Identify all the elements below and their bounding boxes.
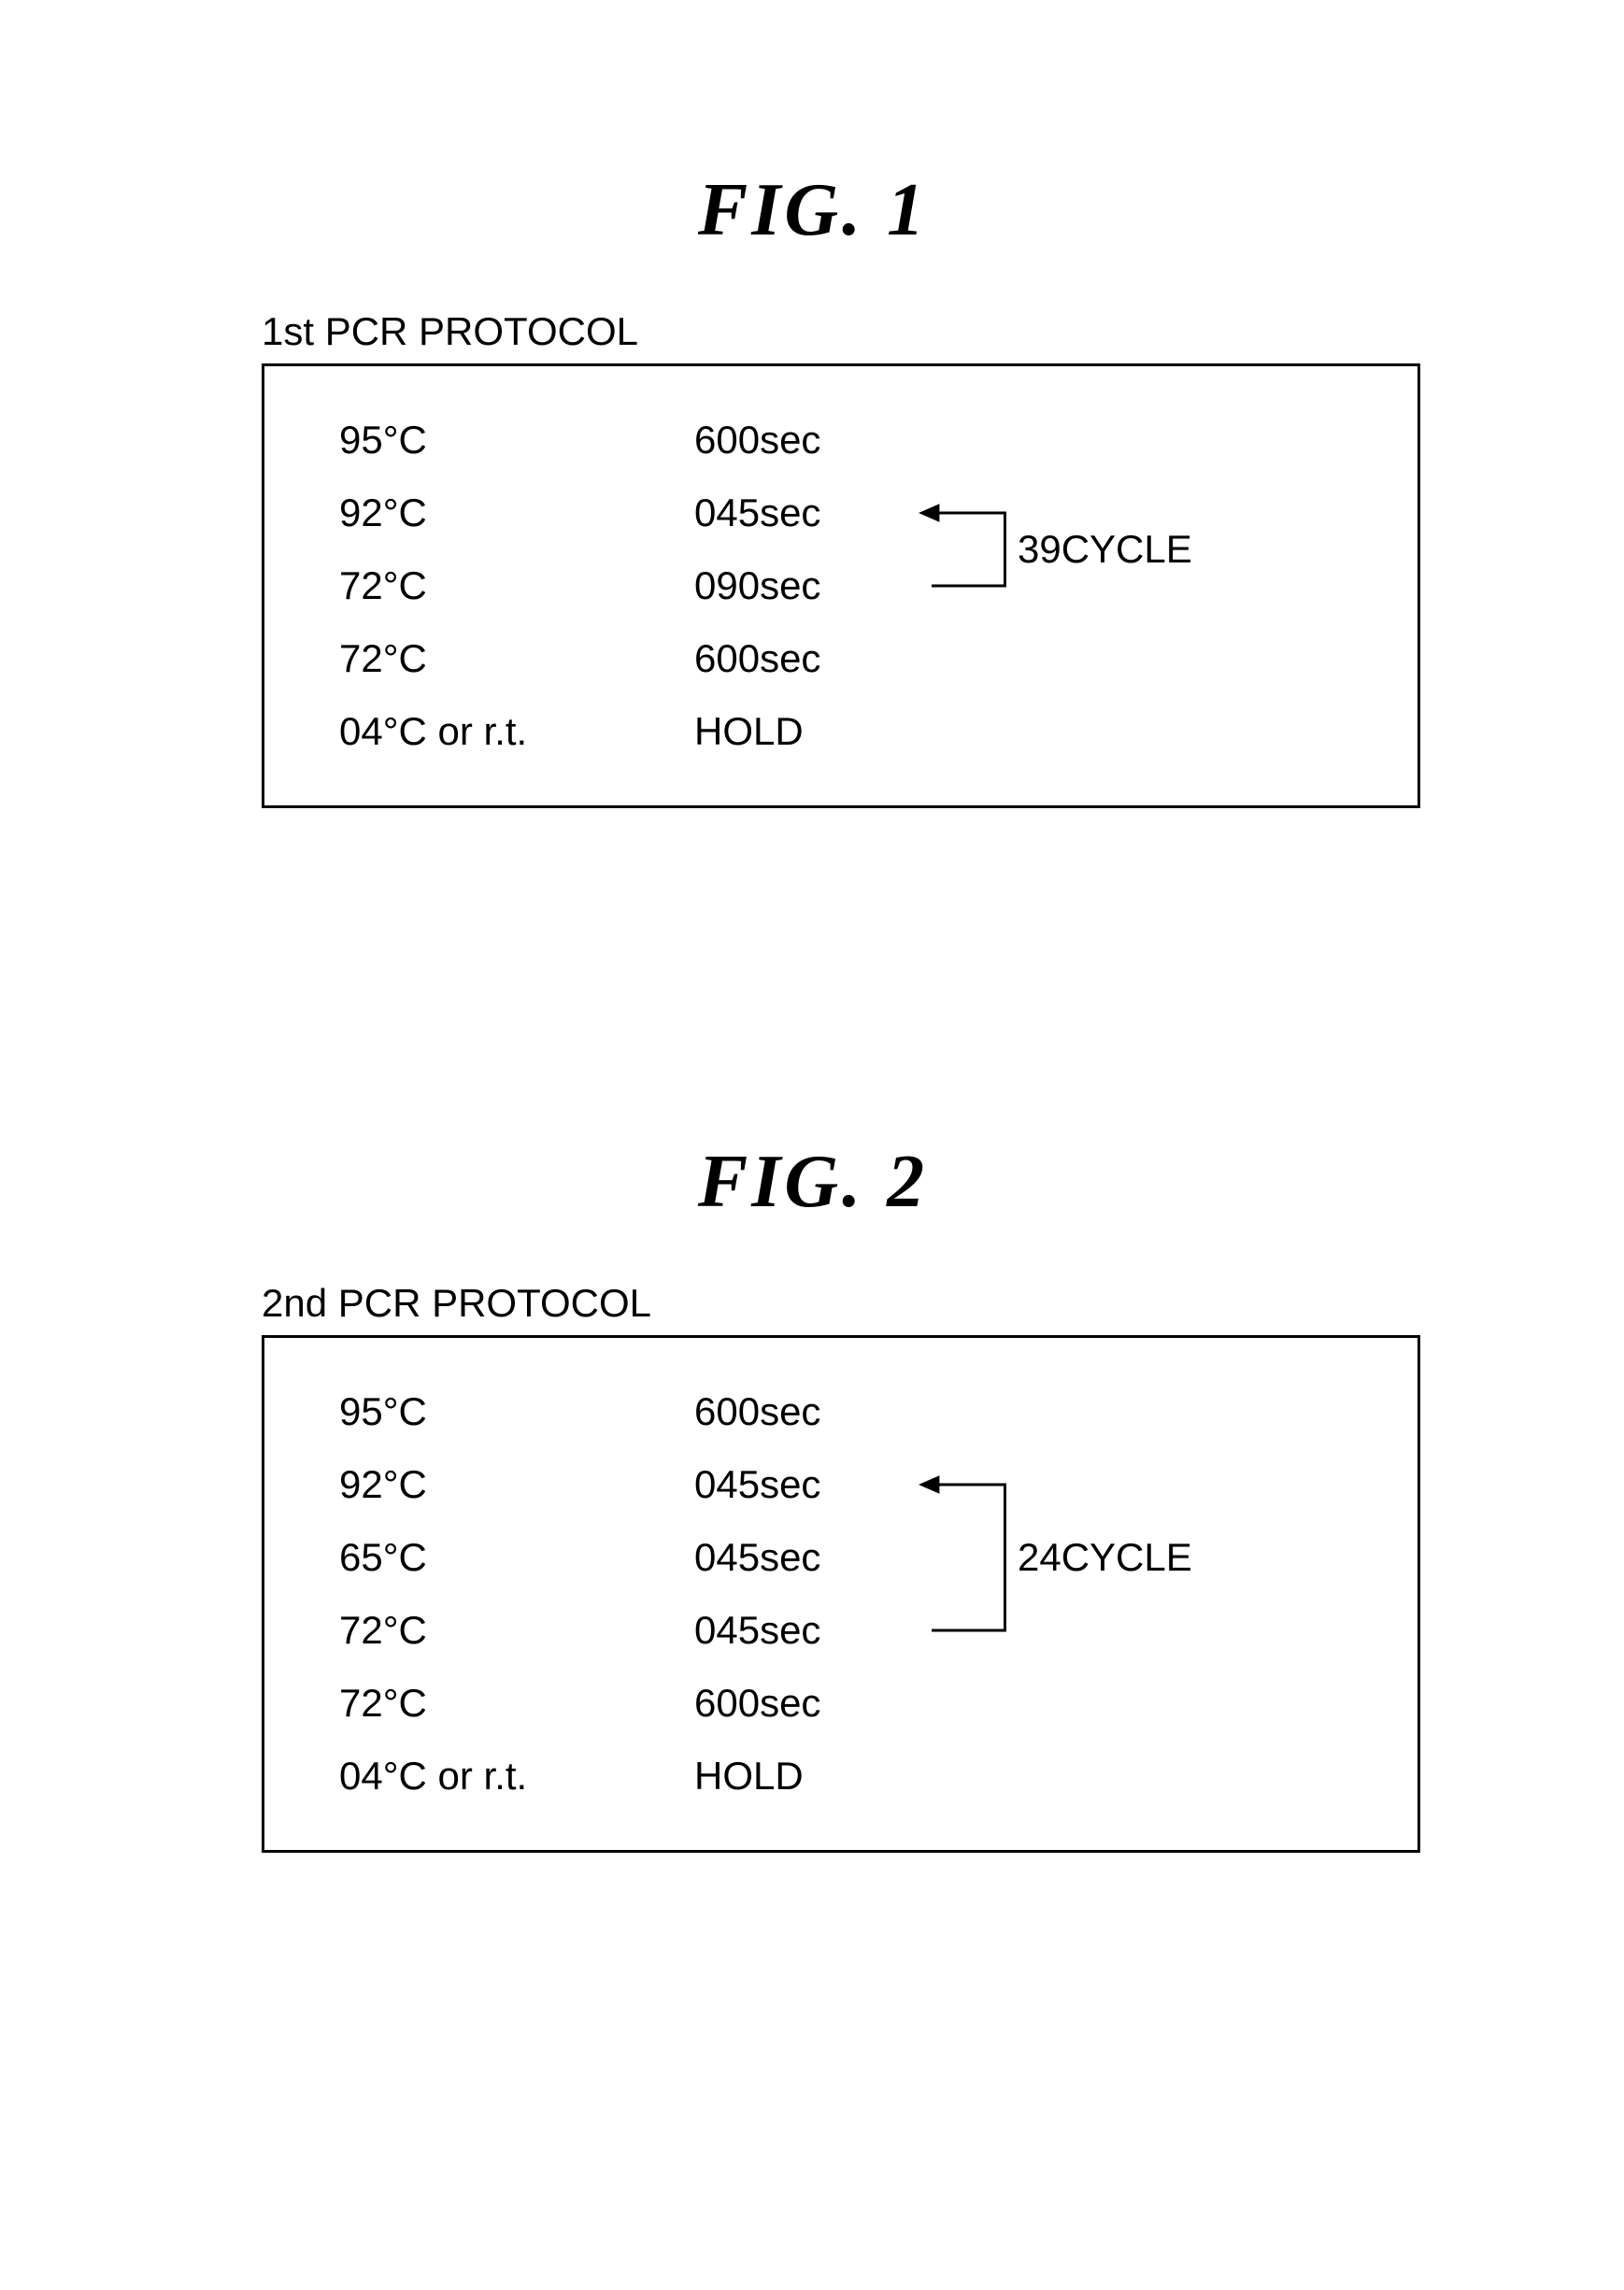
step-temperature: 04°C or r.t. xyxy=(339,1754,694,1799)
cycle-count-label: 24CYCLE xyxy=(1018,1535,1192,1580)
step-duration: 045sec xyxy=(694,1608,919,1653)
step-duration: 600sec xyxy=(694,1389,919,1434)
step-temperature: 92°C xyxy=(339,491,694,535)
step-temperature: 04°C or r.t. xyxy=(339,709,694,754)
bracket-icon xyxy=(919,500,1006,599)
step-duration: 045sec xyxy=(694,1462,919,1507)
figure-1: FIG. 1 1st PCR PROTOCOL 95°C600sec92°C04… xyxy=(206,168,1420,808)
figure-2: FIG. 2 2nd PCR PROTOCOL 95°C600sec92°C04… xyxy=(206,1140,1420,1853)
step-duration: HOLD xyxy=(694,1754,919,1799)
protocol-step: 65°C045sec xyxy=(339,1521,1399,1594)
step-temperature: 72°C xyxy=(339,636,694,681)
protocol-step: 95°C600sec xyxy=(339,1375,1399,1448)
step-temperature: 72°C xyxy=(339,1681,694,1726)
protocol-step: 72°C090sec xyxy=(339,549,1399,622)
bracket-icon xyxy=(919,1472,1006,1643)
page: FIG. 1 1st PCR PROTOCOL 95°C600sec92°C04… xyxy=(0,0,1624,2290)
protocol-step: 92°C045sec xyxy=(339,1448,1399,1521)
step-duration: 600sec xyxy=(694,1681,919,1726)
step-duration: 600sec xyxy=(694,636,919,681)
protocol-step: 72°C600sec xyxy=(339,1667,1399,1740)
step-temperature: 95°C xyxy=(339,1389,694,1434)
figure-1-subtitle: 1st PCR PROTOCOL xyxy=(262,309,1420,354)
step-duration: 090sec xyxy=(694,563,919,608)
step-temperature: 72°C xyxy=(339,1608,694,1653)
protocol-box-1: 95°C600sec92°C045sec72°C090sec72°C600sec… xyxy=(262,363,1420,808)
step-temperature: 65°C xyxy=(339,1535,694,1580)
cycle-count-label: 39CYCLE xyxy=(1018,527,1192,572)
protocol-step: 04°C or r.t.HOLD xyxy=(339,695,1399,768)
step-duration: 600sec xyxy=(694,418,919,462)
cycle-bracket: 24CYCLE xyxy=(919,1472,1192,1643)
protocol-step: 95°C600sec xyxy=(339,404,1399,476)
protocol-step: 92°C045sec xyxy=(339,476,1399,549)
step-duration: HOLD xyxy=(694,709,919,754)
protocol-step: 04°C or r.t.HOLD xyxy=(339,1740,1399,1813)
step-duration: 045sec xyxy=(694,491,919,535)
step-temperature: 72°C xyxy=(339,563,694,608)
step-duration: 045sec xyxy=(694,1535,919,1580)
protocol-box-2: 95°C600sec92°C045sec65°C045sec72°C045sec… xyxy=(262,1335,1420,1853)
step-temperature: 92°C xyxy=(339,1462,694,1507)
step-temperature: 95°C xyxy=(339,418,694,462)
cycle-bracket: 39CYCLE xyxy=(919,500,1192,599)
figure-1-title: FIG. 1 xyxy=(206,168,1420,253)
figure-2-title: FIG. 2 xyxy=(206,1140,1420,1225)
protocol-step: 72°C045sec xyxy=(339,1594,1399,1667)
figure-2-subtitle: 2nd PCR PROTOCOL xyxy=(262,1281,1420,1326)
protocol-step: 72°C600sec xyxy=(339,622,1399,695)
